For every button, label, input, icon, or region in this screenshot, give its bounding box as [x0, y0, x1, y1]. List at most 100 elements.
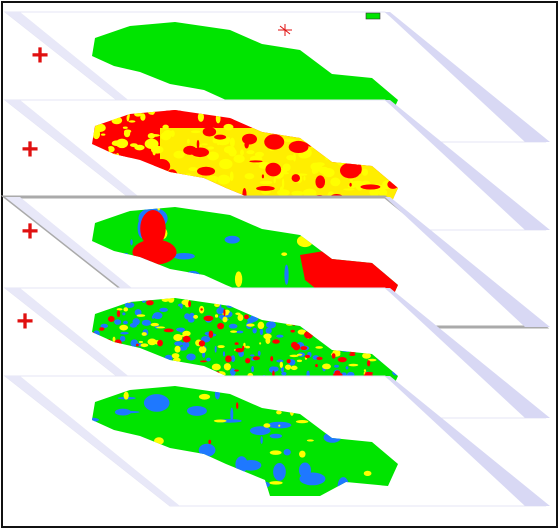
map-patch: [200, 360, 207, 362]
map-patch: [203, 127, 216, 137]
map-patch: [364, 471, 372, 476]
map-patch: [160, 132, 171, 140]
map-patch: [270, 356, 273, 361]
map-patch: [188, 167, 197, 171]
map-patch: [121, 336, 125, 341]
map-patch: [349, 353, 355, 356]
map-patch: [286, 155, 295, 160]
map-patch: [174, 151, 185, 159]
map-patch: [280, 362, 283, 368]
map-patch: [120, 332, 129, 335]
map-patch: [207, 146, 214, 149]
map-patch: [219, 159, 232, 169]
map-patch: [113, 337, 116, 342]
map-patch: [187, 406, 207, 416]
map-patch: [140, 343, 148, 347]
map-patch: [229, 324, 238, 329]
map-patch: [334, 365, 339, 368]
map-patch: [188, 301, 191, 307]
map-patch: [291, 366, 298, 370]
map-patch: [242, 134, 257, 145]
map-patch: [132, 318, 139, 325]
map-patch: [124, 130, 130, 137]
map-patch: [142, 332, 147, 336]
map-patch: [289, 141, 309, 153]
map-patch: [234, 369, 239, 371]
map-patch: [101, 134, 105, 136]
map-patch: [360, 184, 380, 189]
map-patch: [130, 239, 132, 245]
map-patch: [262, 174, 264, 178]
map-patch: [187, 139, 190, 144]
figure: + + + +: [0, 0, 560, 530]
map-patch: [230, 171, 234, 181]
map-patch: [162, 125, 168, 130]
map-patch: [296, 420, 309, 423]
map-patch: [123, 127, 128, 129]
map-patch: [230, 138, 235, 147]
map-patch: [217, 143, 219, 145]
map-patch: [191, 130, 201, 133]
map-patch: [99, 327, 104, 330]
map-patch: [245, 346, 250, 349]
map-patch: [225, 236, 240, 244]
map-patch: [199, 394, 210, 400]
map-patch: [278, 425, 280, 427]
map-patch: [315, 346, 323, 349]
map-patch: [224, 146, 235, 154]
layer-stack: + + + +: [0, 0, 560, 530]
map-patch: [233, 155, 244, 163]
map-patch: [157, 340, 163, 347]
map-patch: [252, 328, 256, 334]
map-patch: [156, 326, 165, 328]
map-patch: [122, 312, 125, 315]
map-patch: [338, 357, 347, 362]
map-patch: [235, 271, 242, 287]
map-patch: [217, 345, 224, 348]
map-patch: [263, 423, 270, 427]
map-patch: [323, 168, 335, 177]
map-patch: [316, 357, 322, 360]
legend-icon: [366, 13, 380, 19]
map-patch: [146, 300, 154, 305]
map-patch: [223, 351, 225, 356]
map-patch: [363, 170, 367, 176]
map-patch: [258, 351, 261, 356]
map-patch: [303, 191, 312, 194]
map-patch: [139, 341, 143, 343]
map-patch: [209, 330, 214, 338]
map-patch: [266, 328, 272, 334]
map-patch: [235, 342, 239, 345]
map-patch: [299, 451, 305, 458]
map-patch: [238, 314, 244, 321]
plus-sign: +: [16, 305, 34, 338]
map-patch: [246, 324, 254, 327]
map-patch: [114, 319, 121, 325]
map-patch: [197, 167, 215, 176]
map-patch: [300, 346, 307, 350]
map-patch: [291, 342, 298, 349]
map-patch: [322, 363, 331, 369]
map-patch: [215, 346, 217, 353]
map-patch: [315, 364, 318, 367]
map-patch: [297, 354, 303, 356]
map-patch: [270, 450, 282, 454]
map-patch: [284, 449, 291, 455]
map-patch: [266, 321, 276, 328]
map-patch: [183, 146, 197, 155]
map-patch: [137, 314, 146, 317]
map-patch: [260, 436, 262, 444]
map-patch: [332, 353, 336, 359]
map-patch: [180, 303, 183, 309]
map-patch: [264, 337, 268, 339]
map-patch: [363, 354, 367, 358]
plus-sign: +: [21, 215, 39, 248]
map-patch: [265, 163, 281, 177]
map-patch: [199, 346, 207, 353]
map-patch: [230, 368, 236, 375]
map-patch: [173, 253, 195, 260]
map-patch: [129, 120, 136, 122]
map-patch: [206, 358, 211, 362]
map-patch: [276, 360, 283, 363]
map-patch: [292, 174, 300, 182]
